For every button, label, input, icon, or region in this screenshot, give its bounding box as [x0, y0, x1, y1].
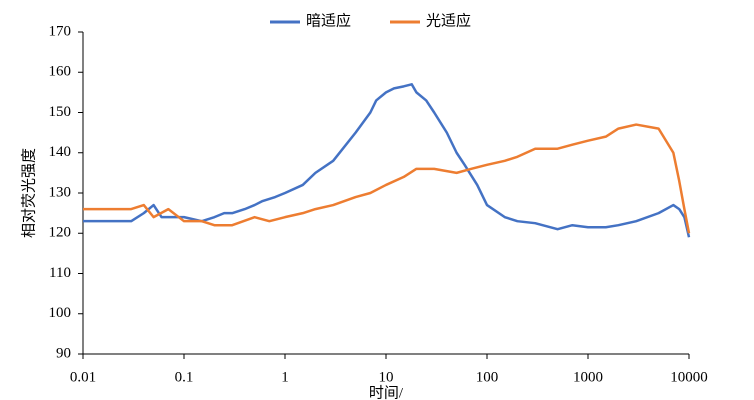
y-tick-label: 110 — [49, 265, 71, 281]
x-tick-label: 10 — [379, 369, 394, 385]
x-tick-label: 10000 — [670, 369, 708, 385]
x-tick-label: 0.1 — [175, 369, 194, 385]
y-tick-label: 150 — [49, 104, 72, 120]
x-tick-label: 1 — [281, 369, 289, 385]
legend-label: 光适应 — [426, 11, 471, 29]
y-tick-label: 170 — [49, 23, 72, 39]
y-tick-label: 100 — [49, 305, 72, 321]
x-tick-label: 1000 — [573, 369, 603, 385]
x-axis-label: 时间/ — [369, 384, 404, 400]
x-tick-label: 0.01 — [70, 369, 96, 385]
y-tick-label: 160 — [49, 64, 72, 80]
data-line — [83, 123, 691, 234]
y-tick-label: 130 — [49, 184, 72, 200]
legend-label: 暗适应 — [306, 11, 351, 29]
y-tick-label: 140 — [49, 144, 72, 160]
y-tick-label: 120 — [49, 225, 72, 241]
x-tick-label: 100 — [476, 369, 499, 385]
y-axis-label: 相对荧光强度 — [20, 148, 37, 238]
y-tick-label: 90 — [56, 345, 71, 361]
